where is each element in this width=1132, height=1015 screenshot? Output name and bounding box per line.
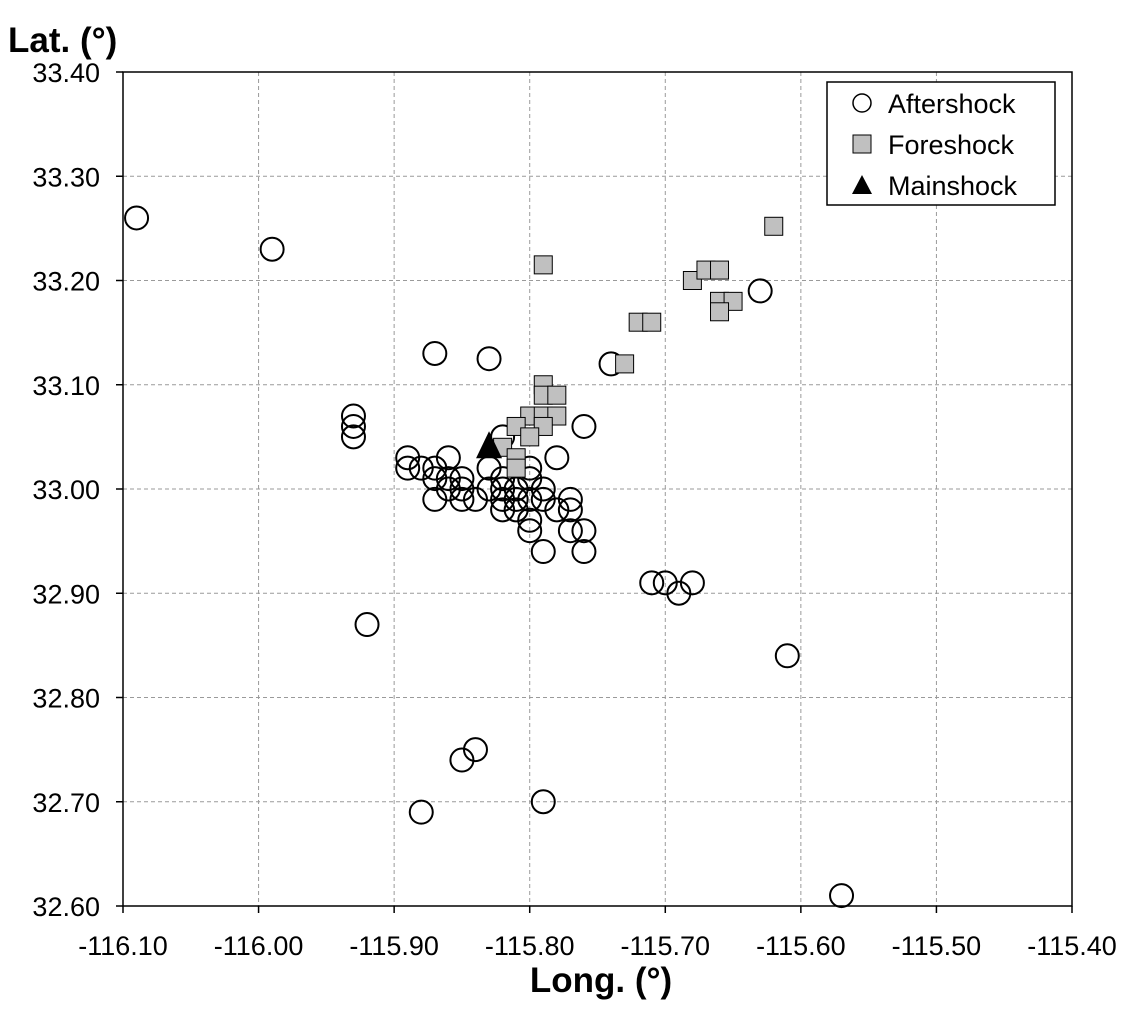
- aftershock-point: [639, 570, 665, 596]
- x-tick-label: -116.00: [214, 931, 304, 961]
- y-tick-label: 33.40: [32, 58, 100, 88]
- aftershock-point: [774, 643, 800, 669]
- aftershock-point: [571, 539, 597, 565]
- y-tick-label: 32.80: [32, 684, 100, 714]
- x-tick-label: -115.50: [892, 931, 982, 961]
- aftershock-point: [557, 518, 583, 544]
- y-tick-label: 32.90: [32, 579, 100, 609]
- aftershock-point: [340, 424, 366, 450]
- aftershock-point: [544, 445, 570, 471]
- aftershock-point: [449, 486, 475, 512]
- y-tick-label: 33.30: [32, 162, 100, 192]
- aftershock-point: [503, 486, 529, 512]
- aftershock-point: [571, 413, 597, 439]
- x-tick-label: -115.80: [485, 931, 575, 961]
- grid-lines: [123, 72, 1072, 906]
- legend-mainshock-marker: [852, 175, 872, 194]
- x-tick-label: -115.60: [756, 931, 846, 961]
- aftershock-point: [557, 486, 583, 512]
- aftershock-point: [340, 413, 366, 439]
- x-axis-title: Long. (°): [530, 961, 672, 1000]
- aftershock-point: [422, 486, 448, 512]
- x-tick-label: -116.10: [78, 931, 168, 961]
- aftershock-point: [449, 747, 475, 773]
- foreshock-point: [642, 312, 662, 332]
- mainshock-point: [476, 431, 503, 459]
- foreshock-point: [764, 216, 784, 236]
- y-axis-title: Lat. (°): [8, 21, 117, 60]
- y-tick-label: 33.00: [32, 475, 100, 505]
- aftershock-point: [517, 518, 543, 544]
- legend: Aftershock Foreshock Mainshock: [826, 81, 1056, 206]
- foreshock-point: [710, 302, 730, 322]
- axis-ticks: -116.10 -116.00 -115.90 -115.80 -115.70 -115.…: [32, 58, 1116, 961]
- aftershock-point: [422, 340, 448, 366]
- x-tick-label: -115.70: [620, 931, 710, 961]
- legend-foreshock-marker: [852, 134, 872, 154]
- aftershock-point: [557, 497, 583, 523]
- legend-aftershock-marker: [852, 93, 872, 113]
- foreshock-point: [547, 385, 567, 405]
- aftershock-point: [340, 403, 366, 429]
- aftershock-point: [530, 789, 556, 815]
- foreshock-point: [533, 255, 553, 275]
- aftershock-point: [354, 612, 380, 638]
- aftershock-point: [259, 236, 285, 262]
- aftershock-point: [530, 539, 556, 565]
- y-tick-label: 32.70: [32, 788, 100, 818]
- aftershock-point: [571, 518, 597, 544]
- x-tick-label: -115.90: [349, 931, 439, 961]
- aftershock-point: [124, 205, 150, 231]
- foreshock-point: [506, 458, 526, 478]
- aftershock-point: [679, 570, 705, 596]
- legend-foreshock-label: Foreshock: [888, 130, 1015, 160]
- legend-aftershock-label: Aftershock: [888, 89, 1016, 119]
- aftershock-point: [408, 799, 434, 825]
- aftershock-point: [530, 476, 556, 502]
- aftershock-point: [395, 455, 421, 481]
- foreshock-point: [710, 260, 730, 280]
- legend-mainshock-label: Mainshock: [888, 171, 1018, 201]
- foreshock-point: [520, 427, 540, 447]
- aftershock-point: [435, 445, 461, 471]
- aftershock-point: [476, 346, 502, 372]
- aftershock-point: [747, 278, 773, 304]
- y-tick-label: 33.10: [32, 371, 100, 401]
- aftershock-point: [517, 507, 543, 533]
- x-tick-label: -115.40: [1027, 931, 1117, 961]
- y-tick-label: 33.20: [32, 267, 100, 297]
- foreshock-point: [615, 354, 635, 374]
- data-markers: [124, 205, 855, 909]
- aftershock-point: [829, 883, 855, 909]
- y-tick-label: 32.60: [32, 892, 100, 922]
